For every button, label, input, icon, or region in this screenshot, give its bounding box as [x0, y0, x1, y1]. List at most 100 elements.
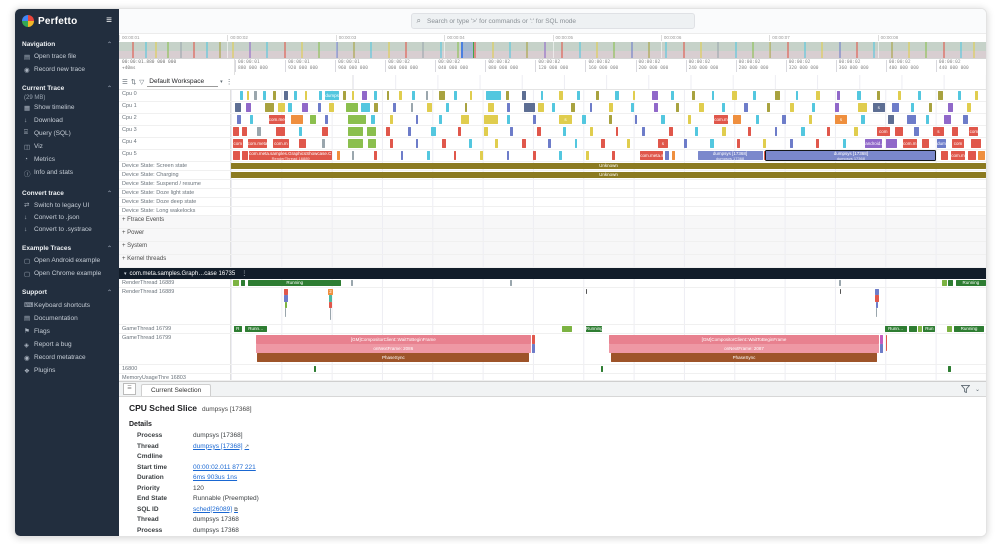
slice[interactable]: [856, 91, 862, 100]
slice[interactable]: com: [232, 139, 244, 148]
slice[interactable]: [348, 115, 367, 124]
slice[interactable]: [952, 127, 959, 136]
slice[interactable]: [262, 91, 266, 100]
details-value[interactable]: 00:00:02.011 877 221: [193, 463, 256, 471]
slice[interactable]: com: [969, 127, 979, 136]
track-cpu-2[interactable]: Cpu 2 com.meta.sam s com.m s: [119, 114, 986, 126]
slice[interactable]: [351, 280, 353, 286]
slice[interactable]: [370, 115, 376, 124]
slice[interactable]: [653, 103, 658, 112]
slice[interactable]: [242, 127, 247, 136]
track-cpu-1[interactable]: Cpu 1 s: [119, 102, 986, 114]
slice[interactable]: [585, 151, 589, 160]
track-device-state-suspend-resume[interactable]: Device State: Suspend / resume: [119, 180, 986, 189]
slice[interactable]: [483, 115, 498, 124]
track-slice-area[interactable]: 2: [231, 288, 986, 324]
slice[interactable]: [240, 280, 246, 286]
track-slice-area[interactable]: R Runn… Running Runn… Run Running: [231, 325, 986, 333]
slice[interactable]: [318, 91, 323, 100]
sidebar-item-flags[interactable]: ⚑ Flags: [15, 325, 119, 338]
slice[interactable]: [755, 115, 759, 124]
sidebar-item-keyboard-shortcuts[interactable]: ⌨ Keyboard shortcuts: [15, 298, 119, 311]
slice[interactable]: [521, 139, 527, 148]
slice[interactable]: [977, 151, 986, 160]
slice[interactable]: [431, 127, 436, 136]
slice[interactable]: [612, 151, 615, 160]
slice[interactable]: [385, 127, 390, 136]
slice[interactable]: [918, 91, 922, 100]
slice[interactable]: [412, 91, 416, 100]
slice[interactable]: [887, 115, 894, 124]
slice[interactable]: [876, 308, 878, 317]
slice[interactable]: [427, 103, 432, 112]
slice[interactable]: Running: [955, 280, 986, 286]
slice[interactable]: [938, 91, 943, 100]
slice[interactable]: [532, 335, 536, 344]
sidebar-item-open-trace-file[interactable]: ▤ Open trace file: [15, 50, 119, 63]
slice[interactable]: [774, 91, 780, 100]
slice[interactable]: [465, 103, 468, 112]
track-name[interactable]: + Ftrace Events: [119, 216, 231, 228]
track-gamethread-16799[interactable]: GameThread 16799 [GM]CompositorClient::Wa…: [119, 334, 986, 365]
slice[interactable]: [695, 127, 698, 136]
slice[interactable]: [801, 127, 805, 136]
slice[interactable]: [249, 115, 253, 124]
slice[interactable]: [853, 127, 859, 136]
slice[interactable]: [510, 127, 513, 136]
slice[interactable]: [495, 139, 498, 148]
slice[interactable]: [789, 103, 795, 112]
sidebar-item-info-and-stats[interactable]: ⓘ Info and stats: [15, 165, 119, 180]
track-name[interactable]: + System: [119, 242, 231, 254]
group-track-kernel-threads[interactable]: + Kernel threads: [119, 255, 986, 268]
slice[interactable]: [885, 335, 887, 351]
slice[interactable]: [298, 127, 302, 136]
slice[interactable]: [614, 91, 620, 100]
slice[interactable]: [425, 91, 429, 100]
slice[interactable]: [967, 103, 971, 112]
slice[interactable]: [897, 91, 902, 100]
slice[interactable]: [232, 280, 240, 286]
slice[interactable]: [522, 91, 527, 100]
slice[interactable]: [415, 139, 419, 148]
slice[interactable]: [506, 115, 511, 124]
slice[interactable]: [585, 289, 587, 294]
track-name[interactable]: Device State: Suspend / resume: [119, 180, 231, 188]
slice[interactable]: [857, 103, 867, 112]
track-cpu-0[interactable]: Cpu 0 dumpsys: [119, 90, 986, 102]
omnibox[interactable]: ⌕: [410, 13, 695, 29]
slice[interactable]: Unknown: [231, 163, 986, 169]
track-name[interactable]: Cpu 0: [119, 90, 231, 101]
slice[interactable]: [736, 139, 740, 148]
slice[interactable]: [487, 103, 494, 112]
slice[interactable]: [570, 103, 575, 112]
slice[interactable]: [389, 139, 393, 148]
slice[interactable]: [264, 103, 275, 112]
track-name[interactable]: Device State: Charging: [119, 171, 231, 179]
track-slice-area[interactable]: s: [231, 102, 986, 113]
slice[interactable]: [468, 139, 472, 148]
slice[interactable]: [925, 115, 930, 124]
slice[interactable]: [483, 127, 488, 136]
slice[interactable]: [386, 91, 389, 100]
group-track-ftrace-events[interactable]: + Ftrace Events: [119, 216, 986, 229]
sidebar-section-title[interactable]: Example Traces ⌃: [22, 245, 112, 253]
track-device-state-long-wakelocks[interactable]: Device State: Long wakelocks: [119, 207, 986, 216]
track-slice-area[interactable]: Running Running: [231, 279, 986, 287]
chevron-down-icon[interactable]: ▾: [220, 79, 223, 85]
track-gamethread-16799[interactable]: GameThread 16799 R Runn… Running Runn… Run Run…: [119, 325, 986, 334]
slice[interactable]: onNextFrame: 2086: [255, 344, 531, 353]
slice[interactable]: [291, 115, 303, 124]
slice[interactable]: [947, 326, 952, 332]
track-cpu-3[interactable]: Cpu 3 com s com: [119, 126, 986, 138]
slice[interactable]: [835, 103, 839, 112]
slice[interactable]: [284, 302, 288, 308]
slice[interactable]: [336, 151, 341, 160]
slice[interactable]: [839, 289, 841, 294]
slice[interactable]: [374, 103, 379, 112]
slice[interactable]: dumpsys: [325, 91, 339, 100]
slice[interactable]: [558, 91, 564, 100]
sidebar-item-report-a-bug[interactable]: ◈ Report a bug: [15, 338, 119, 351]
track-device-state-charging[interactable]: Device State: Charging Unknown: [119, 171, 986, 180]
slice[interactable]: Unknown: [231, 172, 986, 178]
slice[interactable]: [360, 103, 370, 112]
